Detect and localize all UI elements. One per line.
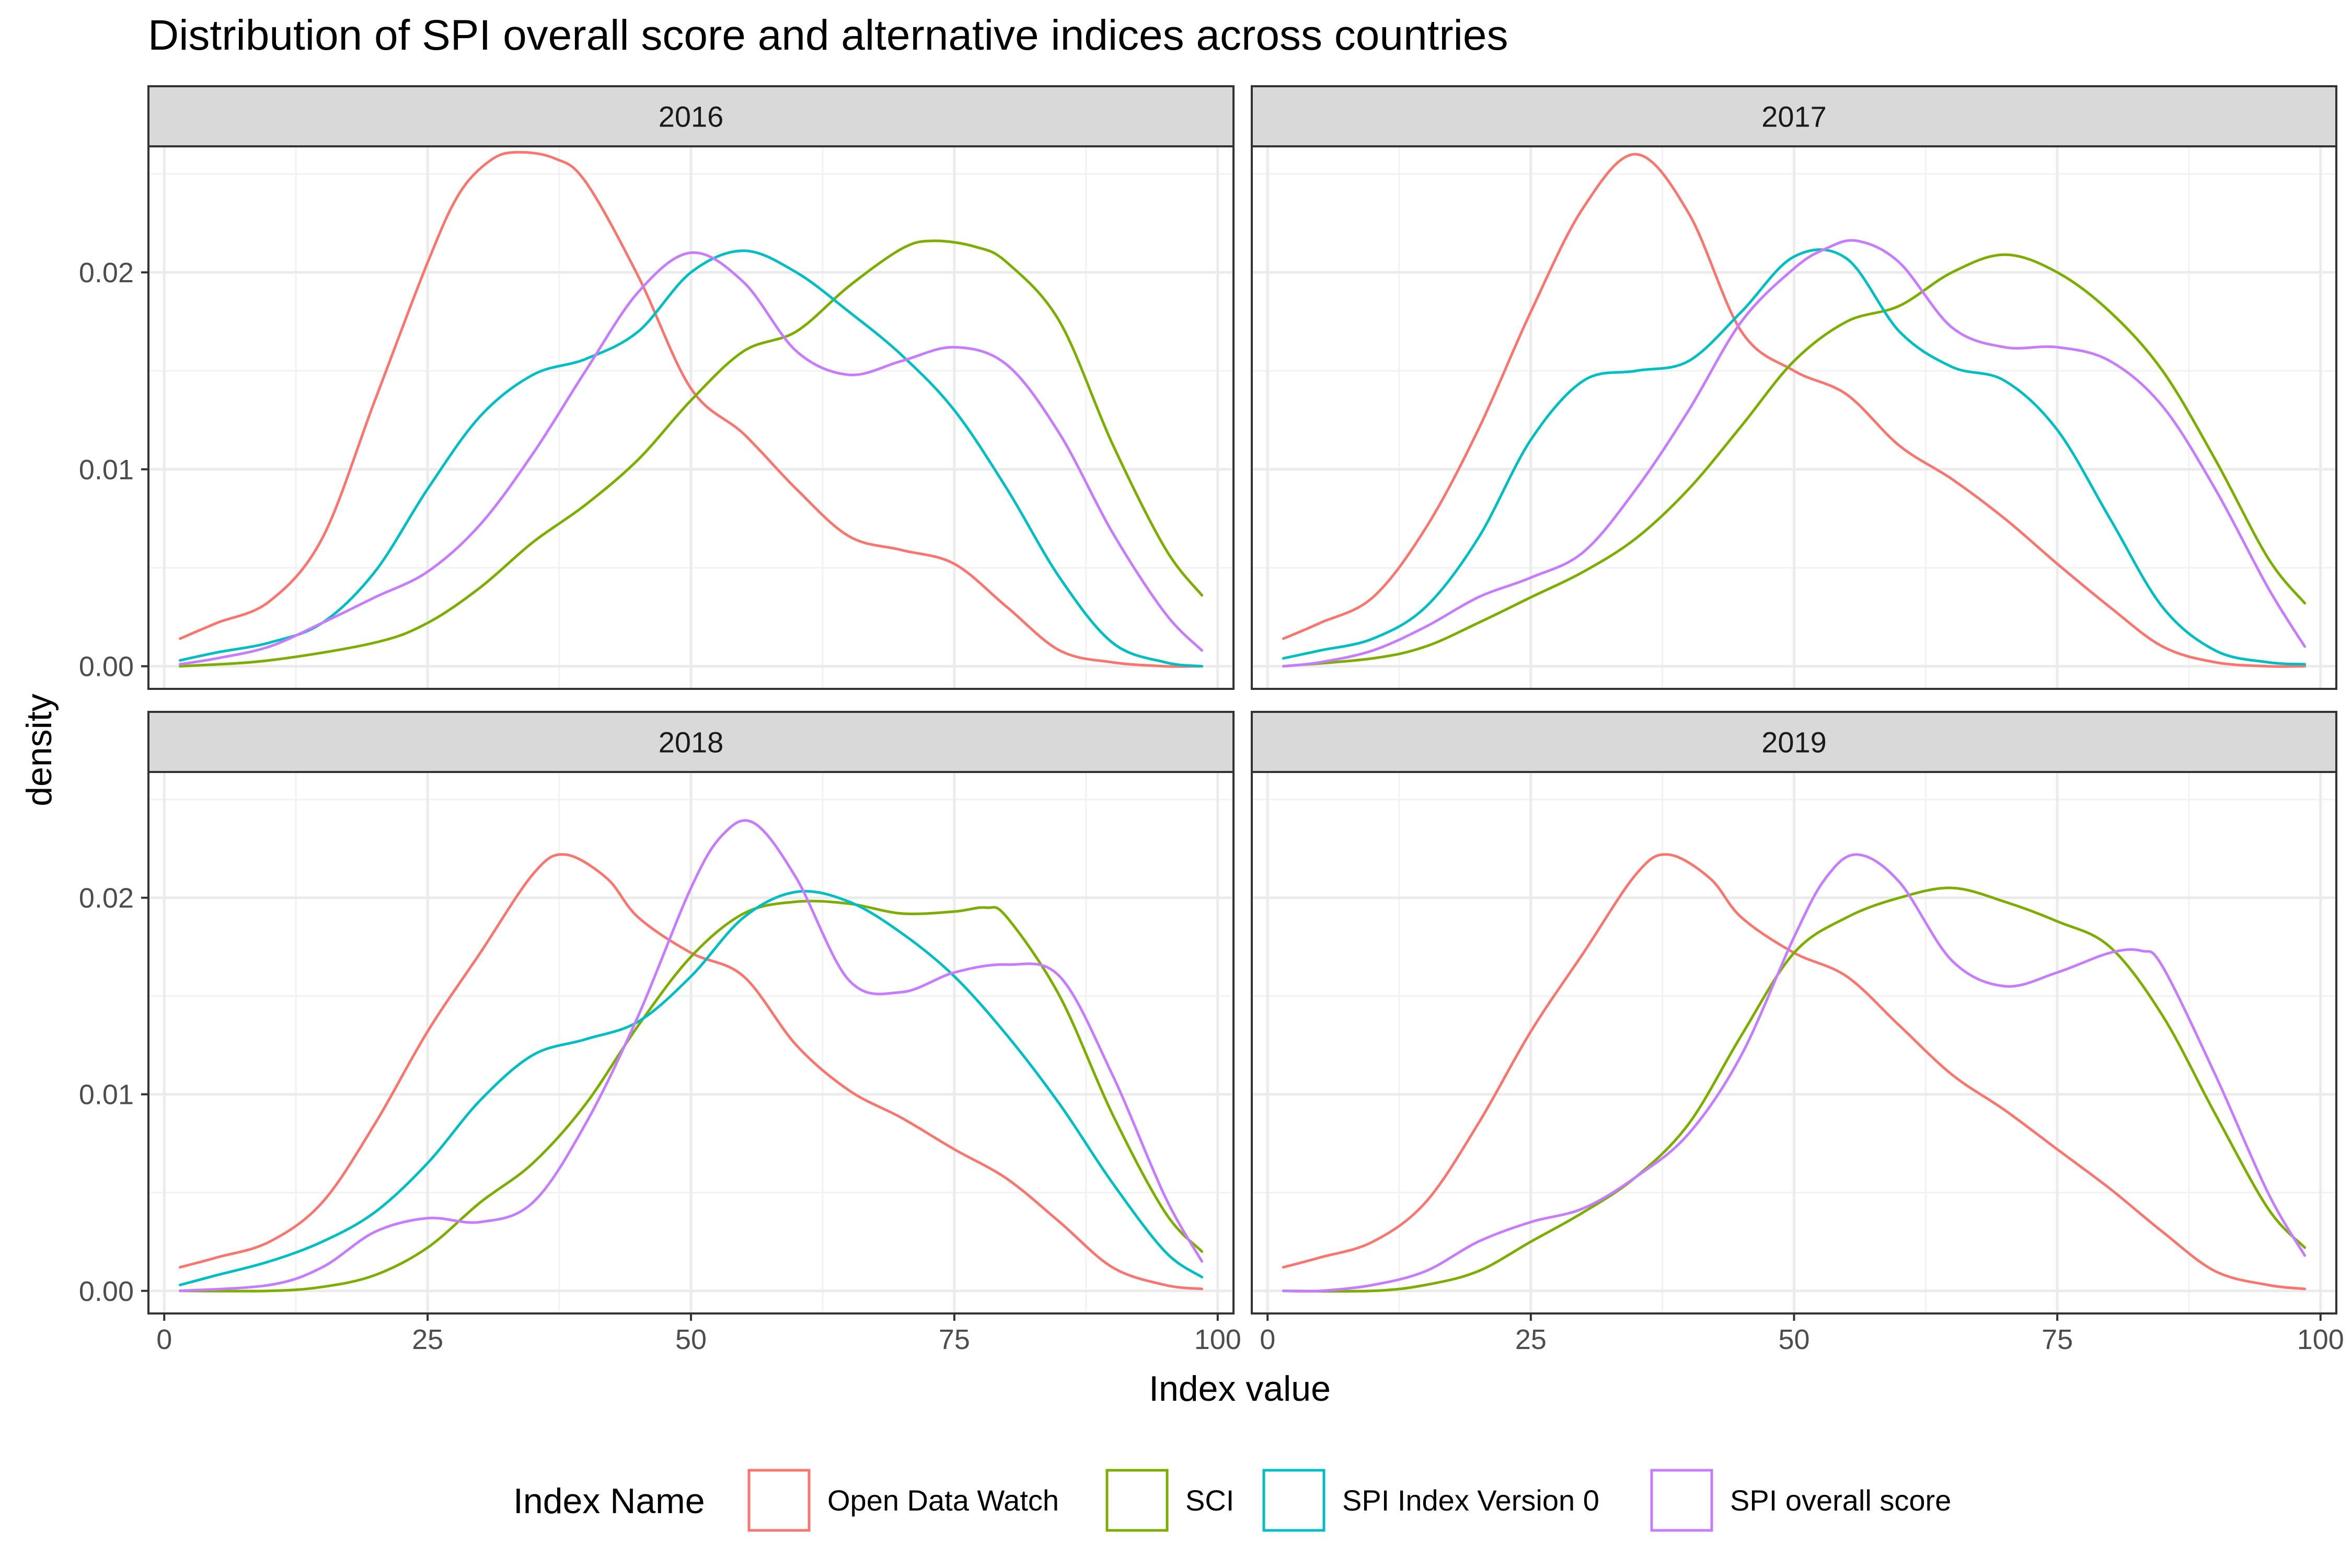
facet-strip [1251, 711, 2337, 773]
series-line-sci [179, 239, 1203, 668]
x-tick-label: 0 [1260, 1324, 1275, 1355]
facet-strip-label: 2018 [659, 726, 724, 759]
legend-label: Open Data Watch [827, 1484, 1059, 1517]
series-line-sci [179, 900, 1203, 1293]
x-tick-label: 75 [939, 1324, 970, 1355]
series-line-sci [1282, 886, 2307, 1293]
legend-key [1650, 1469, 1713, 1532]
legend: Index Name Open Data Watch SCI SPI Index V… [513, 1469, 1951, 1532]
y-tick-label: 0.02 [79, 883, 134, 914]
y-tick-label: 0.00 [79, 1276, 134, 1307]
series-line-spi-overall-score [179, 819, 1203, 1293]
series-line-spi-index-version-0 [179, 890, 1203, 1286]
facet-panel-2018: 2018 0.00 0.01 0.02 0 25 50 75 100 [79, 711, 1241, 1355]
legend-item: SCI [1105, 1469, 1234, 1532]
x-axis-title: Index value [1149, 1369, 1331, 1409]
facet-strip [1251, 85, 2337, 147]
facet-strip [147, 85, 1235, 147]
x-tick-label: 25 [412, 1324, 443, 1355]
series-line-sci [1282, 253, 2307, 668]
y-tick-label: 0.01 [79, 454, 134, 486]
legend-key [1105, 1469, 1169, 1532]
y-tick-label: 0.00 [79, 651, 134, 683]
legend-item: SPI Index Version 0 [1262, 1469, 1599, 1532]
facet-panel-2017: 2017 [1251, 85, 2337, 690]
legend-key [747, 1469, 811, 1532]
legend-label: SCI [1185, 1484, 1234, 1517]
x-tick-label: 50 [675, 1324, 707, 1355]
x-tick-label: 100 [2297, 1324, 2344, 1355]
y-tick-label: 0.02 [79, 257, 134, 289]
x-tick-label: 25 [1515, 1324, 1547, 1355]
legend-label: SPI overall score [1730, 1484, 1951, 1517]
facet-strip-label: 2019 [1761, 726, 1827, 759]
panel-border [147, 145, 1235, 690]
y-tick-label: 0.01 [79, 1079, 134, 1111]
facet-strip [147, 711, 1235, 773]
legend-item: Open Data Watch [747, 1469, 1059, 1532]
facet-strip-label: 2016 [659, 100, 724, 133]
y-axis-title: density [19, 694, 59, 806]
x-tick-label: 50 [1778, 1324, 1809, 1355]
series-line-spi-overall-score [179, 251, 1203, 666]
x-tick-label: 100 [1194, 1324, 1241, 1355]
facet-strip-label: 2017 [1761, 100, 1827, 133]
legend-key [1262, 1469, 1325, 1532]
series-line-spi-index-version-0 [1282, 248, 2307, 666]
series-line-open-data-watch [1282, 153, 2307, 668]
legend-label: SPI Index Version 0 [1342, 1484, 1599, 1517]
series-line-open-data-watch [179, 853, 1203, 1290]
series-line-spi-overall-score [1282, 853, 2307, 1293]
x-tick-label: 75 [2042, 1324, 2073, 1355]
legend-item: SPI overall score [1650, 1469, 1951, 1532]
legend-items: Open Data Watch SCI SPI Index Version 0 SPI… [747, 1469, 1951, 1532]
series-line-spi-index-version-0 [179, 249, 1203, 668]
facet-panel-2019: 2019 0 25 50 75 100 [1251, 711, 2344, 1355]
series-line-open-data-watch [1282, 853, 2307, 1290]
legend-title: Index Name [513, 1481, 705, 1521]
chart-title: Distribution of SPI overall score and al… [148, 11, 1508, 59]
series-line-spi-overall-score [1282, 239, 2307, 668]
series-line-open-data-watch [179, 151, 1203, 668]
panel-border [1251, 145, 2337, 690]
facet-panels: 2016 0.00 0.01 0.02 2017 2018 0.00 0.01 0.02 0 25 5… [79, 85, 2344, 1355]
facet-panel-2016: 2016 0.00 0.01 0.02 [79, 85, 1235, 690]
x-tick-label: 0 [156, 1324, 172, 1355]
